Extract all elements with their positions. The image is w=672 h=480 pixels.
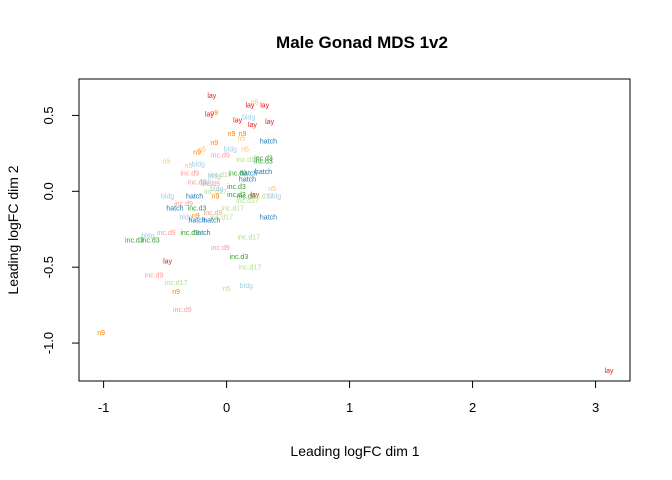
point-label-inc-d3: inc.d3	[254, 158, 273, 165]
x-tick-label: -1	[98, 400, 110, 415]
point-label-n9: n9	[210, 110, 218, 117]
point-label-bldg: bldg	[268, 193, 281, 200]
y-axis-label: Leading logFC dim 2	[5, 165, 21, 294]
point-label-bldg: bldg	[224, 146, 237, 153]
point-label-n9: n9	[239, 131, 247, 138]
point-label-inc-d3: inc.d3	[228, 171, 247, 178]
point-label-inc-d17: inc.d17	[221, 205, 244, 212]
point-label-n5: n5	[251, 99, 259, 106]
point-label-bldg: bldg	[208, 174, 221, 181]
point-label-inc-d17: inc.d17	[209, 172, 232, 179]
point-label-hatch: hatch	[189, 218, 206, 225]
point-label-n5: n5	[185, 163, 193, 170]
point-label-bldg: bldg	[242, 114, 255, 121]
point-label-lay: lay	[250, 192, 259, 199]
point-label-lay: lay	[163, 259, 172, 266]
y-tick-label: 0.5	[41, 106, 56, 124]
point-label-inc-d17: inc.d17	[165, 280, 188, 287]
point-label-inc-d9: inc.d9	[174, 201, 193, 208]
point-label-lay: lay	[205, 111, 214, 118]
point-label-n9: n9	[97, 330, 105, 337]
point-label-inc-d9: inc.d9	[180, 171, 199, 178]
point-label-inc-d3: inc.d3	[180, 230, 199, 237]
point-label-lay: lay	[207, 93, 216, 100]
point-label-n9: n9	[192, 213, 200, 220]
point-label-n5: n5	[268, 186, 276, 193]
y-tick-label: -1.0	[41, 332, 56, 354]
point-label-n9: n9	[210, 140, 218, 147]
point-label-hatch: hatch	[193, 230, 210, 237]
point-label-bldg: bldg	[179, 215, 192, 222]
point-label-inc-d17: inc.d17	[251, 193, 274, 200]
point-label-bldg: bldg	[141, 233, 154, 240]
point-label-inc-d17: inc.d17	[204, 189, 227, 196]
point-label-lay: lay	[248, 122, 257, 129]
point-label-inc-d17: inc.d17	[236, 198, 259, 205]
point-label-hatch: hatch	[166, 205, 183, 212]
point-label-n5: n5	[198, 146, 206, 153]
point-label-bldg: bldg	[192, 161, 205, 168]
point-label-inc-d17: inc.d17	[210, 215, 233, 222]
point-label-inc-d9: inc.d9	[204, 210, 223, 217]
point-label-lay: lay	[245, 102, 254, 109]
point-label-n9: n9	[172, 289, 180, 296]
point-label-lay: lay	[605, 368, 614, 375]
point-label-inc-d3: inc.d3	[188, 205, 207, 212]
point-label-inc-d9: inc.d9	[211, 245, 230, 252]
point-label-lay: lay	[233, 117, 242, 124]
point-label-inc-d3: inc.d3	[230, 254, 249, 261]
point-label-inc-d17: inc.d17	[236, 157, 259, 164]
point-label-inc-d17: inc.d17	[239, 265, 262, 272]
point-label-bldg: bldg	[200, 180, 213, 187]
point-label-n9: n9	[193, 149, 201, 156]
point-label-inc-d3: inc.d3	[254, 155, 273, 162]
point-label-n5: n5	[162, 158, 170, 165]
point-label-hatch: hatch	[186, 193, 203, 200]
point-label-inc-d9: inc.d9	[173, 307, 192, 314]
point-label-inc-d9: inc.d9	[145, 272, 164, 279]
y-tick-label: 0.0	[41, 182, 56, 200]
chart-title: Male Gonad MDS 1v2	[276, 33, 448, 52]
point-label-n5: n5	[223, 286, 231, 293]
point-label-bldg: bldg	[240, 283, 253, 290]
point-label-inc-d17: inc.d17	[237, 234, 260, 241]
point-label-inc-d3: inc.d3	[125, 237, 144, 244]
point-label-inc-d9: inc.d9	[211, 152, 230, 159]
point-label-hatch: hatch	[255, 169, 272, 176]
point-label-inc-d9: inc.d9	[188, 180, 207, 187]
point-label-n5: n5	[237, 136, 245, 143]
point-label-n9: n9	[212, 193, 220, 200]
point-label-inc-d3: inc.d3	[141, 237, 160, 244]
point-label-n5: n5	[241, 146, 249, 153]
x-tick-label: 1	[346, 400, 353, 415]
y-tick-label: -0.5	[41, 256, 56, 278]
point-label-hatch: hatch	[240, 171, 257, 178]
point-label-inc-d9: inc.d9	[157, 230, 176, 237]
point-label-lay: lay	[260, 102, 269, 109]
point-label-bldg: bldg	[161, 193, 174, 200]
point-label-lay: lay	[265, 119, 274, 126]
point-label-inc-d9: inc.d9	[201, 181, 220, 188]
point-label-inc-d3: inc.d3	[227, 192, 246, 199]
x-tick-label: 0	[223, 400, 230, 415]
point-label-hatch: hatch	[203, 218, 220, 225]
point-label-hatch: hatch	[260, 139, 277, 146]
point-label-n9: n9	[228, 131, 236, 138]
x-tick-label: 2	[469, 400, 476, 415]
y-axis: -1.0 -0.5 0.0 0.5	[41, 106, 80, 354]
point-label-hatch: hatch	[239, 177, 256, 184]
point-label-bldg: bldg	[210, 186, 223, 193]
x-tick-label: 3	[592, 400, 599, 415]
point-label-inc-d3: inc.d3	[237, 193, 256, 200]
x-axis-label: Leading logFC dim 1	[290, 443, 419, 459]
point-label-hatch: hatch	[260, 215, 277, 222]
x-axis: -1 0 1 2 3	[98, 380, 599, 415]
point-label-inc-d3: inc.d3	[227, 184, 246, 191]
